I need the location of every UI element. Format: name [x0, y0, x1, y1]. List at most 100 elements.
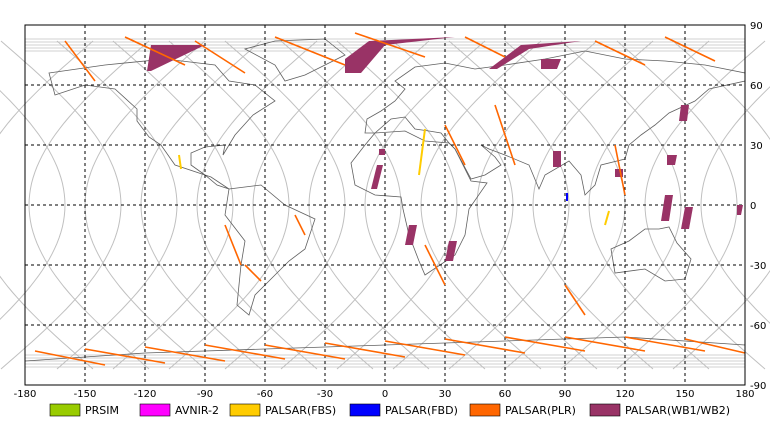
plr-track — [444, 124, 466, 166]
plr-track — [224, 224, 242, 266]
orbit-track — [112, 40, 234, 370]
plr-track — [564, 336, 646, 352]
wb-swath-sahara — [379, 149, 385, 155]
x-tick-label: -60 — [257, 389, 273, 400]
wb-swath-new-guinea — [661, 195, 673, 221]
y-tick-label: -60 — [750, 321, 766, 332]
wb-swath-coral-sea — [681, 207, 693, 229]
plr-track — [354, 32, 426, 58]
y-tick-label: 60 — [750, 81, 763, 92]
plr-track — [274, 36, 346, 66]
plr-track — [204, 344, 286, 360]
legend-swatch — [349, 403, 381, 417]
plr-track — [594, 40, 646, 66]
wb-swath-alaska-canada — [147, 45, 205, 71]
legend-label: PALSAR(PLR) — [505, 404, 576, 417]
longitude-tick-labels: -180 -150 -120 -90 -60 -30 0 30 60 90 120 150 180 — [14, 389, 755, 400]
x-tick-label: 0 — [382, 389, 388, 400]
legend-swatch — [229, 403, 261, 417]
plr-track — [244, 264, 262, 282]
plr-track — [464, 36, 506, 58]
legend-label: PRSIM — [85, 404, 119, 417]
legend-swatch — [469, 403, 501, 417]
x-tick-label: -120 — [134, 389, 157, 400]
legend-swatch — [589, 403, 621, 417]
fbs-track — [418, 128, 426, 176]
orbit-track — [448, 40, 570, 370]
plr-track — [84, 348, 166, 364]
x-tick-label: -30 — [317, 389, 333, 400]
orbit-track — [280, 40, 402, 370]
x-tick-label: 120 — [615, 389, 634, 400]
orbit-track — [364, 40, 486, 370]
wb-swath-siberia — [541, 59, 561, 69]
legend-swatch — [49, 403, 81, 417]
x-tick-label: 60 — [499, 389, 512, 400]
orbit-track — [532, 40, 654, 370]
fbs-track — [178, 154, 182, 170]
x-tick-label: 90 — [559, 389, 572, 400]
orbit-track — [0, 89, 66, 321]
plr-track — [64, 40, 96, 82]
plr-track — [444, 338, 526, 354]
wb-swath-angola — [405, 225, 417, 245]
legend-label: PALSAR(WB1/WB2) — [625, 404, 730, 417]
plr-track — [494, 104, 516, 166]
wb-swath-pacific — [737, 205, 743, 215]
plr-track — [624, 336, 706, 352]
legend: PRSIM AVNIR-2 PALSAR(FBS) PALSAR(FBD) PALSAR… — [49, 403, 730, 417]
plr-track — [384, 340, 466, 356]
latitude-tick-labels: 90 60 30 0 -30 -60 -90 — [750, 21, 766, 392]
legend-label: PALSAR(FBS) — [265, 404, 336, 417]
wb-swath-mozambique — [445, 241, 457, 261]
y-tick-label: 90 — [750, 21, 763, 32]
coastline-south-america — [224, 184, 316, 316]
plr-track — [144, 346, 226, 362]
wb-swath-arctic — [489, 41, 581, 69]
lat-lon-grid — [25, 25, 745, 385]
orbit-track — [0, 40, 94, 370]
fbs-track — [604, 210, 610, 226]
x-tick-label: -180 — [14, 389, 37, 400]
coastline-greenland — [243, 38, 346, 82]
x-tick-label: -90 — [197, 389, 213, 400]
orbit-track — [196, 40, 318, 370]
orbit-track — [700, 86, 770, 324]
plr-track — [684, 338, 746, 354]
plr-track — [194, 40, 246, 74]
plr-track — [424, 244, 446, 286]
plr-track — [34, 350, 106, 366]
map-frame — [24, 24, 746, 386]
wb-swath-india — [553, 151, 561, 167]
coastline-australia — [610, 226, 692, 282]
x-tick-label: -150 — [74, 389, 97, 400]
coastline-africa — [350, 130, 488, 276]
plr-track — [264, 344, 346, 360]
plr-track — [294, 214, 306, 236]
legend-swatch — [139, 403, 171, 417]
legend-label: AVNIR-2 — [175, 404, 219, 417]
x-tick-label: 30 — [439, 389, 452, 400]
plr-track — [324, 342, 406, 358]
legend-label: PALSAR(FBD) — [385, 404, 458, 417]
wb-swath-atlantic — [345, 37, 455, 73]
y-tick-label: -90 — [750, 381, 766, 392]
wb-swath-mariana — [667, 155, 677, 165]
y-tick-label: -30 — [750, 261, 766, 272]
x-tick-label: 180 — [735, 389, 754, 400]
acquisition-swaths — [34, 32, 746, 366]
plr-track — [564, 284, 586, 316]
wb-swath-kuril — [679, 105, 689, 121]
y-tick-label: 30 — [750, 141, 763, 152]
plr-track — [504, 336, 586, 352]
orbit-track — [28, 40, 150, 370]
orbit-track — [672, 40, 770, 370]
plr-track — [124, 36, 186, 66]
x-tick-label: 150 — [675, 389, 694, 400]
plr-track — [614, 144, 626, 196]
y-tick-label: 0 — [750, 201, 756, 212]
plr-track — [664, 36, 716, 62]
wb-swath-west-africa — [371, 165, 383, 189]
coastline-north-america — [48, 58, 276, 190]
